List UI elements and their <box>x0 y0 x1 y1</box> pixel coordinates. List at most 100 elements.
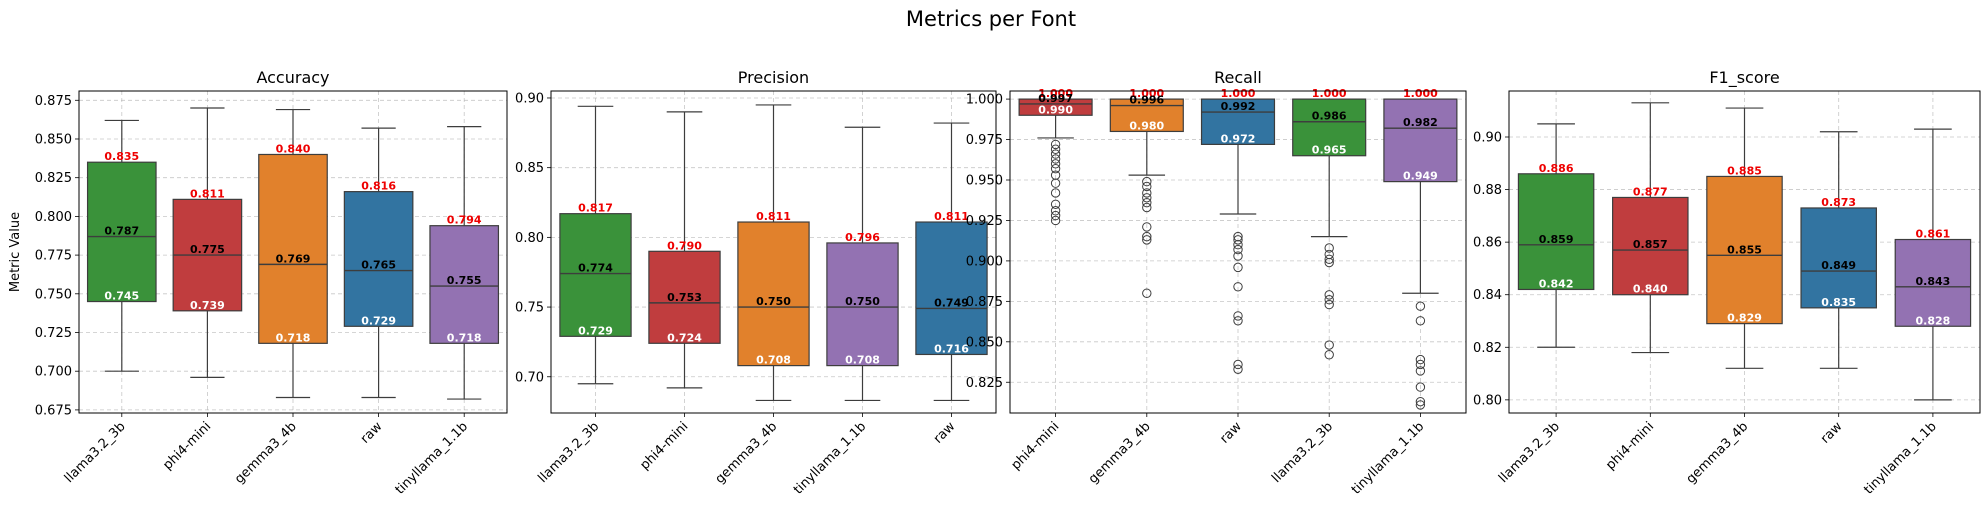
outlier-point <box>1233 316 1243 326</box>
outlier-point <box>1050 139 1061 150</box>
box-phi4-mini: 0.811 0.775 0.739 <box>172 107 243 378</box>
panel-title: F1_score <box>1709 68 1779 88</box>
q3-value-label: 0.816 <box>361 180 396 193</box>
y-tick-label: 0.82 <box>1473 341 1502 356</box>
outlier-point <box>1233 240 1243 250</box>
y-tick-label: 0.90 <box>1473 131 1502 146</box>
box-raw: 0.811 0.749 0.716 <box>915 122 988 402</box>
outlier-point <box>1050 206 1061 216</box>
iqr-box <box>1200 98 1276 145</box>
q3-value-label: 1.000 <box>1312 87 1347 100</box>
y-tick-label: 0.86 <box>1473 236 1502 251</box>
outlier-point <box>1324 243 1334 253</box>
outlier-point <box>1324 257 1334 268</box>
x-tick-label: phi4-mini <box>160 419 214 473</box>
panel-recall: Recall 0.825 0.850 0.875 0.900 0.925 0.950 0.97… <box>966 68 1467 498</box>
box-raw: 0.873 0.849 0.835 <box>1800 131 1877 369</box>
x-tick-label: tinyllama_1.1b <box>1861 419 1939 497</box>
q1-value-label: 0.708 <box>845 354 880 367</box>
x-tick-label: tinyllama_1.1b <box>393 419 471 497</box>
outlier-point <box>1050 178 1061 188</box>
iqr-box <box>648 250 721 344</box>
outlier-point <box>1233 244 1243 255</box>
x-tick-label: raw <box>358 419 386 447</box>
median-value-label: 0.855 <box>1727 243 1762 256</box>
outlier-point <box>1050 210 1061 221</box>
median-value-label: 0.857 <box>1633 238 1668 251</box>
x-tick-label: gemma3_4b <box>1684 419 1752 487</box>
q1-value-label: 0.990 <box>1038 103 1073 116</box>
panel-frame <box>550 90 997 414</box>
outlier-point <box>1142 202 1152 213</box>
panel-frame <box>1009 90 1467 414</box>
outlier-point <box>1142 231 1152 242</box>
y-tick-label: 0.80 <box>1473 393 1502 408</box>
x-tick-label: llama3.2_3b <box>62 419 129 486</box>
q1-value-label: 0.708 <box>756 354 791 367</box>
q3-value-label: 0.796 <box>845 231 880 244</box>
y-tick-label: 0.90 <box>515 91 544 106</box>
y-tick-label: 0.70 <box>515 370 544 385</box>
x-tick-label: phi4-mini <box>1603 419 1657 473</box>
outlier-point <box>1142 235 1152 245</box>
outlier-point <box>1050 159 1061 169</box>
median-value-label: 0.986 <box>1312 110 1347 123</box>
x-tick-label: llama3.2_3b <box>1269 419 1336 486</box>
panel-frame <box>78 90 508 414</box>
iqr-box <box>826 242 899 367</box>
q3-value-label: 0.811 <box>190 187 225 200</box>
q1-value-label: 0.718 <box>276 331 311 344</box>
median-value-label: 0.787 <box>104 225 139 238</box>
q1-value-label: 0.828 <box>1916 314 1951 327</box>
q1-value-label: 0.980 <box>1129 119 1164 132</box>
x-tick-label: llama3.2_3b <box>535 419 602 486</box>
outlier-point <box>1050 199 1061 209</box>
outlier-point <box>1415 301 1426 311</box>
y-axis-label: Metric Value <box>8 212 23 292</box>
median-value-label: 0.749 <box>934 296 969 309</box>
outlier-point <box>1142 193 1152 203</box>
q1-value-label: 0.716 <box>934 342 969 355</box>
x-tick-label: phi4-mini <box>1009 419 1063 473</box>
median-value-label: 0.775 <box>190 243 225 256</box>
box-gemma3_4b: 0.840 0.769 0.718 <box>258 108 328 399</box>
outlier-point <box>1415 400 1426 410</box>
box-tinyllama_1.1b: 0.861 0.843 0.828 <box>1894 128 1972 401</box>
outlier-point <box>1415 396 1426 407</box>
median-value-label: 0.996 <box>1129 94 1164 107</box>
x-tick-label: raw <box>1217 419 1245 447</box>
box-phi4-mini: 0.790 0.753 0.724 <box>648 111 721 389</box>
y-tick-label: 0.850 <box>966 335 1003 350</box>
y-tick-label: 0.800 <box>35 210 72 225</box>
q1-value-label: 0.724 <box>667 331 702 344</box>
q1-value-label: 0.949 <box>1403 170 1438 183</box>
outlier-point <box>1050 154 1061 164</box>
panel-accuracy: Accuracy 0.675 0.700 0.725 0.750 0.775 0.800 0.… <box>35 68 508 498</box>
y-tick-label: 0.700 <box>35 365 72 380</box>
outlier-point <box>1142 197 1152 208</box>
box-tinyllama_1.1b: 1.000 0.982 0.949 <box>1383 87 1458 410</box>
q3-value-label: 0.817 <box>578 202 613 215</box>
median-value-label: 0.992 <box>1221 100 1256 113</box>
q3-value-label: 1.000 <box>1129 87 1164 100</box>
panel-title: Recall <box>1214 68 1262 87</box>
box-phi4-mini: 0.877 0.857 0.840 <box>1612 102 1689 354</box>
y-tick-label: 0.775 <box>35 249 72 264</box>
box-llama3.2_3b: 0.817 0.774 0.729 <box>559 105 632 385</box>
outlier-point <box>1324 340 1334 350</box>
iqr-box <box>1517 173 1595 291</box>
outlier-point <box>1142 288 1152 298</box>
y-tick-label: 0.825 <box>35 171 72 186</box>
q3-value-label: 0.877 <box>1633 185 1668 198</box>
q3-value-label: 0.790 <box>667 239 702 252</box>
outlier-point <box>1324 290 1334 300</box>
iqr-box <box>429 225 500 344</box>
x-tick-label: gemma3_4b <box>232 419 300 487</box>
box-raw: 0.816 0.765 0.729 <box>343 127 414 399</box>
y-tick-label: 0.825 <box>966 376 1003 391</box>
x-tick-label: tinyllama_1.1b <box>1349 419 1427 497</box>
q1-value-label: 0.829 <box>1727 312 1762 325</box>
